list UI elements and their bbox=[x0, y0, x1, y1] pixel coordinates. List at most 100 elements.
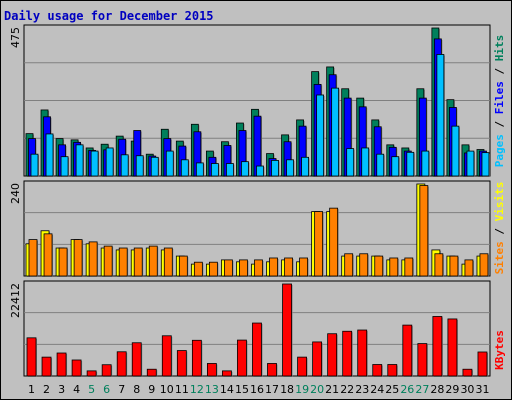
bar-pages-day-2 bbox=[45, 133, 54, 177]
bar-pages-day-19 bbox=[301, 156, 309, 177]
x-tick-label-day-10: 10 bbox=[160, 383, 174, 396]
bar-pages-day-29 bbox=[451, 125, 460, 177]
panel-label-part: Pages bbox=[493, 134, 506, 167]
x-tick-label-day-16: 16 bbox=[250, 383, 264, 396]
bar-sites-day-25 bbox=[389, 257, 399, 277]
bar-kbytes-day-15 bbox=[237, 339, 247, 377]
bar-sites-day-1 bbox=[28, 239, 38, 277]
bar-pages-day-13 bbox=[210, 163, 219, 177]
bar-kbytes-day-11 bbox=[176, 350, 187, 377]
bar-sites-day-31 bbox=[479, 253, 489, 277]
bar-sites-day-20 bbox=[314, 211, 324, 277]
panel-label-part: Visits bbox=[493, 182, 506, 222]
bar-kbytes-day-1 bbox=[26, 337, 37, 377]
bar-sites-day-4 bbox=[73, 239, 83, 277]
x-tick-label-day-7: 7 bbox=[118, 383, 125, 396]
x-tick-label-day-22: 22 bbox=[340, 383, 354, 396]
bar-pages-day-20 bbox=[316, 94, 325, 177]
bar-kbytes-day-25 bbox=[387, 364, 398, 377]
x-tick-label-day-17: 17 bbox=[265, 383, 279, 396]
x-tick-label-day-19: 19 bbox=[295, 383, 309, 396]
x-tick-label-day-4: 4 bbox=[73, 383, 80, 396]
bar-pages-day-5 bbox=[90, 150, 99, 177]
bar-kbytes-day-27 bbox=[417, 343, 428, 377]
bar-sites-day-10 bbox=[163, 247, 173, 277]
x-tick-label-day-30: 30 bbox=[460, 383, 474, 396]
x-tick-label-day-14: 14 bbox=[220, 383, 234, 396]
panel-label-part: / bbox=[493, 61, 506, 81]
bar-pages-day-10 bbox=[165, 150, 174, 177]
bar-sites-day-6 bbox=[103, 245, 113, 277]
bar-sites-day-19 bbox=[299, 257, 308, 277]
bar-sites-day-21 bbox=[329, 207, 339, 277]
bar-kbytes-day-21 bbox=[327, 333, 338, 377]
bar-kbytes-day-6 bbox=[101, 364, 112, 377]
x-tick-label-day-5: 5 bbox=[88, 383, 95, 396]
bar-kbytes-day-7 bbox=[116, 351, 127, 377]
bar-pages-day-28 bbox=[436, 54, 445, 177]
bar-sites-day-28 bbox=[434, 253, 444, 277]
x-tick-label-day-18: 18 bbox=[280, 383, 294, 396]
bar-pages-day-3 bbox=[60, 156, 69, 177]
y-axis-max-label: 22412 bbox=[9, 283, 22, 318]
x-tick-label-day-20: 20 bbox=[310, 383, 324, 396]
bar-pages-day-30 bbox=[466, 150, 475, 177]
x-tick-label-day-21: 21 bbox=[325, 383, 339, 396]
x-tick-label-day-31: 31 bbox=[475, 383, 489, 396]
bar-kbytes-day-3 bbox=[56, 352, 67, 377]
bar-pages-day-7 bbox=[120, 154, 129, 177]
bar-kbytes-day-9 bbox=[146, 368, 157, 377]
bar-sites-day-26 bbox=[404, 257, 414, 277]
bar-kbytes-day-30 bbox=[462, 368, 473, 377]
bar-kbytes-day-14 bbox=[222, 370, 232, 377]
x-tick-label-day-13: 13 bbox=[205, 383, 219, 396]
bar-kbytes-day-20 bbox=[312, 341, 323, 377]
bar-kbytes-day-29 bbox=[447, 318, 458, 377]
bar-sites-day-29 bbox=[449, 255, 459, 277]
bar-kbytes-day-12 bbox=[191, 339, 202, 377]
bar-sites-day-15 bbox=[239, 259, 248, 277]
bar-kbytes-day-2 bbox=[41, 356, 52, 377]
chart-title: Daily usage for December 2015 bbox=[4, 9, 214, 23]
panel-label-part: / bbox=[493, 221, 506, 241]
bar-sites-day-27 bbox=[419, 185, 429, 277]
bar-pages-day-27 bbox=[421, 150, 430, 177]
bar-sites-day-22 bbox=[344, 253, 354, 277]
x-tick-label-day-2: 2 bbox=[43, 383, 50, 396]
bar-sites-day-11 bbox=[178, 255, 188, 277]
bar-sites-day-5 bbox=[88, 241, 98, 277]
bar-pages-day-11 bbox=[180, 159, 189, 177]
bar-pages-day-22 bbox=[346, 148, 355, 177]
panel-label-part: Files bbox=[493, 81, 506, 114]
bar-kbytes-day-13 bbox=[206, 363, 217, 377]
panel-label-middle: Sites / Visits bbox=[493, 182, 506, 275]
panel-label-bottom: KBytes bbox=[493, 330, 506, 370]
x-tick-label-day-26: 26 bbox=[400, 383, 414, 396]
bar-kbytes-day-24 bbox=[372, 364, 383, 377]
bar-pages-day-25 bbox=[391, 156, 400, 177]
bar-kbytes-day-23 bbox=[357, 329, 368, 377]
x-tick-label-day-8: 8 bbox=[133, 383, 140, 396]
bar-pages-day-24 bbox=[376, 153, 385, 177]
panel-label-part: Sites bbox=[493, 241, 506, 274]
bar-pages-day-8 bbox=[135, 155, 144, 177]
panel-label-part: KBytes bbox=[493, 330, 506, 370]
bar-pages-day-14 bbox=[226, 163, 234, 177]
bar-sites-day-14 bbox=[224, 259, 233, 277]
bar-kbytes-day-8 bbox=[131, 342, 142, 377]
bar-sites-day-18 bbox=[284, 257, 293, 277]
bar-pages-day-18 bbox=[286, 159, 294, 177]
x-tick-label-day-12: 12 bbox=[190, 383, 204, 396]
y-axis-max-label: 475 bbox=[9, 27, 22, 48]
bar-kbytes-day-5 bbox=[86, 370, 97, 377]
x-axis-labels: 1 2 3 4 5 6 7 8 9 10 11 12 13 14 15 16 17 18 19 20 21 22 23 24 2… bbox=[28, 383, 489, 396]
bar-kbytes-day-10 bbox=[161, 335, 172, 377]
panel-top: 475 Pages / Files / Hits bbox=[9, 24, 506, 178]
bar-pages-day-21 bbox=[331, 87, 340, 177]
panel-label-part: / bbox=[493, 114, 506, 134]
bar-pages-day-12 bbox=[195, 162, 204, 177]
bar-sites-day-13 bbox=[208, 261, 218, 277]
x-tick-label-day-15: 15 bbox=[235, 383, 249, 396]
y-axis-max-label: 240 bbox=[9, 183, 22, 204]
